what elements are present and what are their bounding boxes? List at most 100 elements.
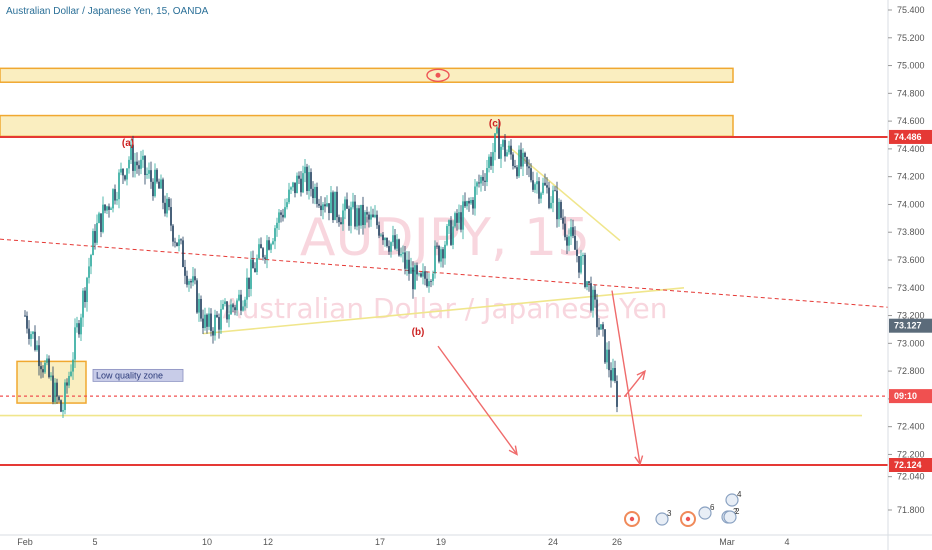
- candle: [400, 247, 402, 258]
- event-markers[interactable]: 36 242: [624, 490, 742, 527]
- candle: [566, 234, 568, 255]
- candle: [210, 308, 212, 337]
- horizontal-levels[interactable]: [0, 135, 888, 466]
- candle: [152, 178, 154, 201]
- candle: [52, 366, 54, 405]
- candle: [354, 195, 356, 230]
- event-count: 3: [667, 509, 672, 518]
- candle: [524, 151, 526, 164]
- dashed-trendline[interactable]: [0, 238, 889, 308]
- zone-box[interactable]: [0, 67, 734, 83]
- candle: [122, 168, 124, 184]
- candle: [498, 119, 500, 159]
- candle: [478, 174, 480, 188]
- wave-label: (c): [489, 119, 501, 130]
- arrow-down-target[interactable]: [611, 290, 644, 466]
- flag-icon[interactable]: [698, 506, 712, 520]
- event-count: 2: [735, 507, 740, 516]
- candle: [246, 268, 248, 309]
- candle: [332, 190, 334, 223]
- candle: [432, 270, 434, 286]
- candle: [72, 352, 74, 380]
- rising-trendline[interactable]: [202, 286, 685, 335]
- candle: [254, 262, 256, 273]
- candle: [492, 142, 494, 173]
- flag-icon[interactable]: [655, 512, 669, 526]
- symbol-title[interactable]: Australian Dollar / Japanese Yen, 15, OA…: [6, 6, 209, 17]
- trendlines[interactable]: [0, 145, 889, 417]
- candle: [516, 165, 518, 179]
- forecast-arrows[interactable]: [437, 290, 647, 466]
- candle: [496, 125, 498, 135]
- candle: [594, 284, 596, 308]
- candle: [250, 251, 252, 297]
- candle: [172, 224, 174, 247]
- candle: [360, 204, 362, 229]
- candle: [272, 238, 274, 246]
- candle: [128, 156, 130, 174]
- candle: [156, 168, 158, 184]
- candle: [268, 236, 270, 251]
- arrow-up-small[interactable]: [624, 369, 647, 397]
- candle: [260, 237, 262, 249]
- candle: [546, 177, 548, 194]
- candle: [452, 220, 454, 250]
- candle: [282, 208, 284, 222]
- economic-event-dot: [629, 516, 635, 522]
- ytick-label: 73.200: [897, 311, 925, 321]
- zone-box[interactable]: [16, 360, 87, 404]
- candle: [96, 214, 98, 246]
- candle: [488, 154, 490, 173]
- candle: [66, 378, 68, 394]
- candle: [84, 287, 86, 308]
- candle: [402, 245, 404, 263]
- candle: [602, 321, 604, 337]
- candle: [284, 198, 286, 219]
- candle: [26, 311, 28, 334]
- candle: [376, 210, 378, 229]
- candle: [502, 139, 504, 150]
- candle: [132, 135, 134, 178]
- candle: [28, 320, 30, 345]
- candle: [326, 195, 328, 208]
- candle: [610, 362, 612, 388]
- candle: [458, 204, 460, 230]
- event-count: 2: [733, 507, 738, 516]
- eye-icon[interactable]: [426, 68, 450, 82]
- flag-icon[interactable]: [725, 493, 739, 507]
- candle: [356, 204, 358, 231]
- zone-box[interactable]: [0, 114, 734, 138]
- xtick-label: 12: [263, 537, 273, 547]
- flag-icon[interactable]: [723, 510, 737, 524]
- candle: [388, 240, 390, 255]
- candle: [590, 276, 592, 313]
- candle: [184, 259, 186, 285]
- current-price-tag: 09:10: [889, 389, 932, 404]
- watermark-name: Australian Dollar / Japanese Yen: [222, 292, 667, 325]
- candle: [216, 311, 218, 318]
- arrow-down-left[interactable]: [437, 345, 518, 456]
- candle: [608, 341, 610, 378]
- candle: [352, 192, 354, 210]
- candle: [544, 173, 546, 187]
- candle: [460, 205, 462, 233]
- candle: [548, 181, 550, 210]
- candle: [44, 360, 46, 375]
- candle: [476, 181, 478, 195]
- ytick-label: 71.800: [897, 505, 925, 515]
- candle: [194, 268, 196, 285]
- candle: [490, 151, 492, 170]
- candle: [116, 191, 118, 205]
- candle: [510, 139, 512, 160]
- candle: [298, 171, 300, 185]
- candle: [418, 272, 420, 277]
- ytick-label: 75.000: [897, 61, 925, 71]
- candle: [180, 238, 182, 245]
- candle: [176, 242, 178, 247]
- candle: [120, 162, 122, 176]
- candle: [336, 186, 338, 224]
- xtick-label: Mar: [719, 537, 735, 547]
- candle: [286, 198, 288, 210]
- candle: [586, 281, 588, 291]
